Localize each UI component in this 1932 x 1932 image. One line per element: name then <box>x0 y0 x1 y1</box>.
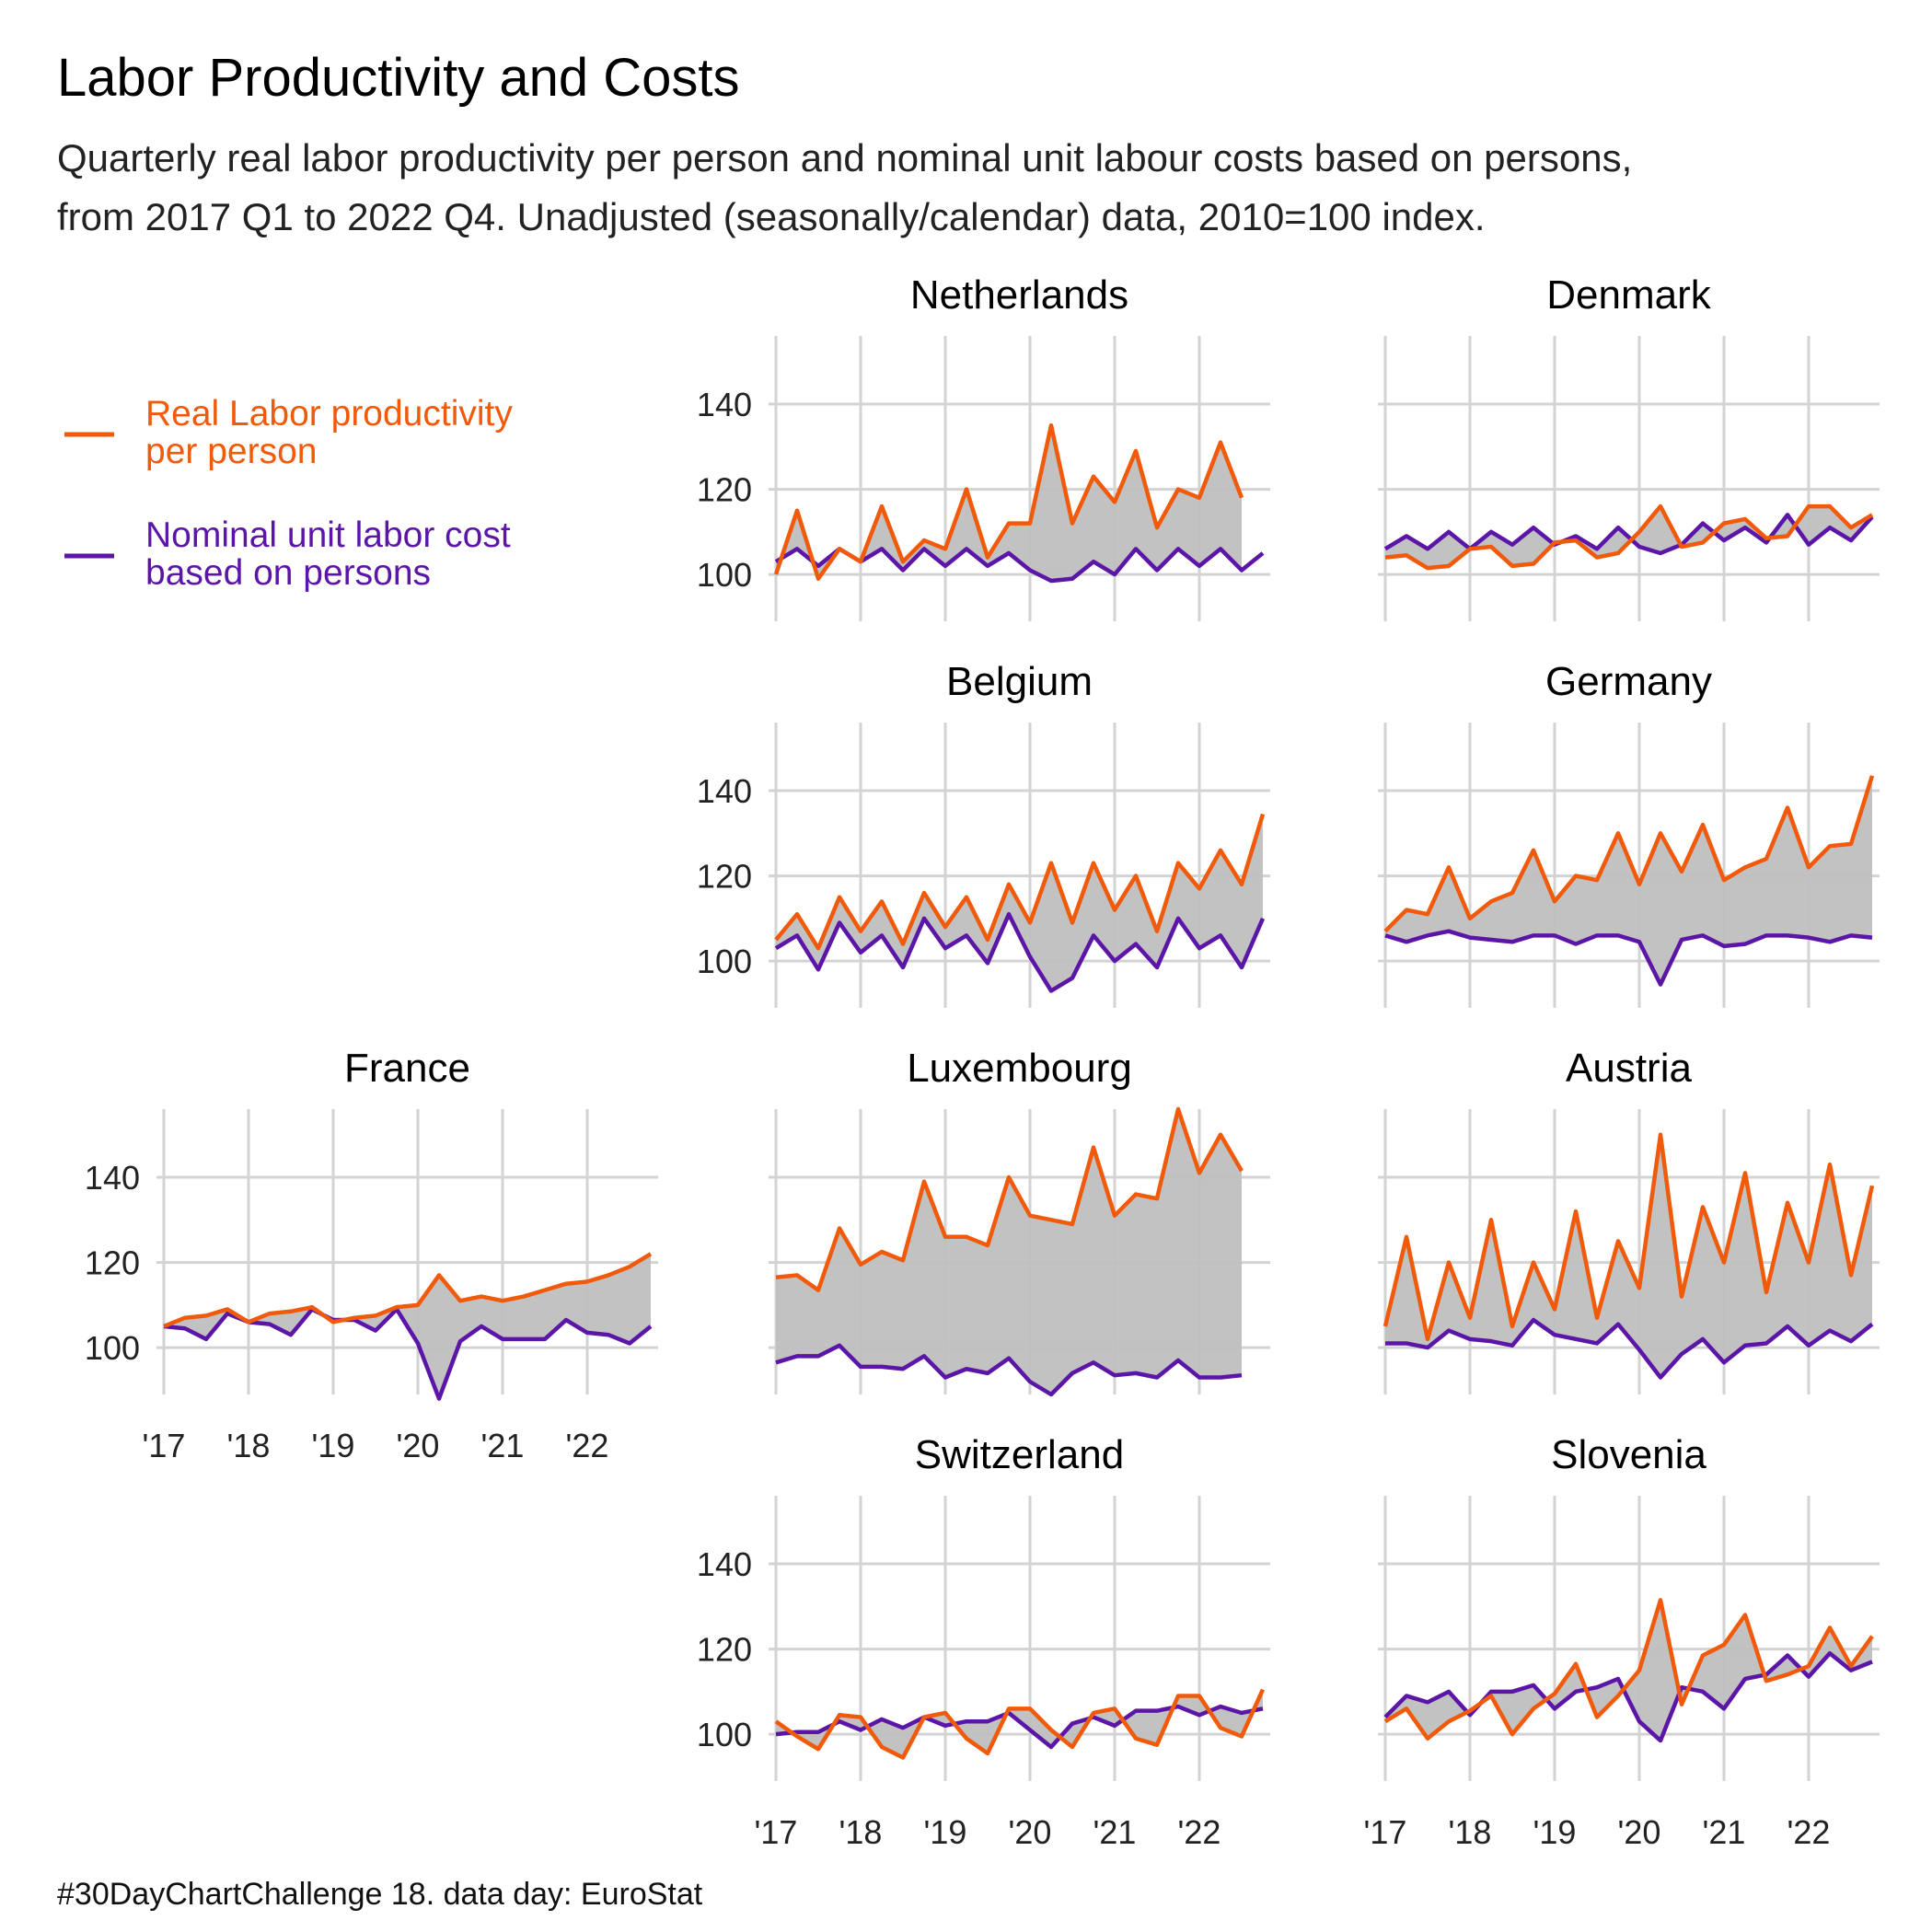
labor-cost-line-denmark <box>1383 513 1874 556</box>
productivity-line-netherlands <box>773 422 1244 581</box>
x-tick-label: '21 <box>1703 1813 1746 1851</box>
x-tick-label: '17 <box>1364 1813 1407 1851</box>
facet-denmark: Denmark <box>1378 272 1880 621</box>
y-tick-label: 120 <box>697 471 752 509</box>
facet-title-switzerland: Switzerland <box>915 1432 1124 1477</box>
facet-title-denmark: Denmark <box>1546 272 1711 318</box>
facet-title-belgium: Belgium <box>946 659 1093 704</box>
chart-subtitle-line-2: from 2017 Q1 to 2022 Q4. Unadjusted (sea… <box>57 195 1486 238</box>
legend-label-productivity-line-1: Real Labor productivity <box>145 394 513 434</box>
y-tick-label: 120 <box>85 1244 140 1282</box>
labor-cost-line-austria <box>1385 1317 1874 1380</box>
x-tick-label: '19 <box>1533 1813 1577 1851</box>
facet-luxembourg: Luxembourg <box>769 1046 1270 1397</box>
gap-area-france <box>164 1254 651 1399</box>
facet-germany: Germany <box>1378 659 1880 1008</box>
x-tick-label: '22 <box>1178 1813 1221 1851</box>
facet-title-luxembourg: Luxembourg <box>907 1046 1132 1091</box>
y-tick-label: 140 <box>697 1545 752 1583</box>
x-tick-label: '17 <box>143 1427 186 1464</box>
facet-belgium: Belgium 100 120 140 <box>697 659 1270 1008</box>
gap-area-germany <box>1385 775 1872 985</box>
productivity-line-slovenia <box>1383 1598 1874 1741</box>
legend-label-labor-cost-line-1: Nominal unit labor cost <box>145 515 511 555</box>
gap-area-netherlands <box>776 425 1242 582</box>
x-tick-label: '21 <box>481 1427 525 1464</box>
productivity-line-france <box>163 1252 653 1329</box>
legend: Real Labor productivity per person Nomin… <box>64 394 513 593</box>
x-tick-label: '18 <box>1449 1813 1492 1851</box>
productivity-line-denmark <box>1384 503 1874 571</box>
gap-area-switzerland <box>776 1689 1263 1758</box>
facet-title-france: France <box>344 1046 470 1091</box>
gap-area-denmark <box>1385 506 1872 569</box>
x-tick-label: '19 <box>312 1427 355 1464</box>
y-tick-label: 120 <box>697 858 752 896</box>
chart-title: Labor Productivity and Costs <box>57 48 739 108</box>
productivity-line-austria <box>1382 1132 1875 1342</box>
facet-title-netherlands: Netherlands <box>910 272 1128 318</box>
labor-cost-line-luxembourg <box>775 1343 1243 1397</box>
y-tick-label: 140 <box>697 772 752 810</box>
facet-slovenia: Slovenia '17 '18 '19 '20 '21 '22 <box>1364 1432 1880 1851</box>
x-tick-label: '20 <box>397 1427 440 1464</box>
facet-title-austria: Austria <box>1566 1046 1692 1091</box>
productivity-line-switzerland <box>774 1688 1266 1760</box>
x-tick-label: '17 <box>755 1813 798 1851</box>
x-tick-label: '21 <box>1093 1813 1137 1851</box>
chart-subtitle-line-1: Quarterly real labor productivity per pe… <box>57 136 1632 179</box>
legend-label-labor-cost-line-2: based on persons <box>145 553 431 593</box>
labor-cost-line-switzerland <box>775 1704 1264 1750</box>
x-tick-label: '20 <box>1009 1813 1052 1851</box>
y-tick-label: 100 <box>85 1329 140 1367</box>
x-tick-label: '19 <box>924 1813 967 1851</box>
x-tick-label: '18 <box>227 1427 271 1464</box>
gap-area-austria <box>1385 1134 1872 1378</box>
y-tick-label: 100 <box>697 943 752 980</box>
y-tick-label: 120 <box>697 1631 752 1669</box>
y-tick-label: 140 <box>85 1159 140 1197</box>
x-tick-label: '18 <box>839 1813 883 1851</box>
facet-panels: Netherlands 100 120 140 Denmark Belgium 100 120… <box>85 272 1880 1851</box>
facet-switzerland: Switzerland 100 120 140 '17 '18 '19 '20 '21 '22 <box>697 1432 1270 1851</box>
y-tick-label: 140 <box>697 386 752 423</box>
facet-title-germany: Germany <box>1545 659 1712 704</box>
productivity-line-luxembourg <box>775 1106 1244 1292</box>
facet-title-slovenia: Slovenia <box>1551 1432 1706 1477</box>
x-tick-label: '22 <box>566 1427 609 1464</box>
y-tick-label: 100 <box>697 556 752 594</box>
chart-caption: #30DayChartChallenge 18. data day: EuroS… <box>57 1877 703 1912</box>
legend-label-productivity-line-2: per person <box>145 432 317 471</box>
labor-cost-line-germany <box>1384 929 1873 987</box>
x-tick-label: '20 <box>1618 1813 1661 1851</box>
y-tick-label: 100 <box>697 1716 752 1753</box>
labor-cost-line-belgium <box>774 911 1266 993</box>
facet-austria: Austria <box>1378 1046 1880 1394</box>
facet-netherlands: Netherlands 100 120 140 <box>697 272 1270 621</box>
productivity-line-germany <box>1383 775 1875 933</box>
gap-area-luxembourg <box>776 1109 1242 1394</box>
labor-cost-line-slovenia <box>1383 1650 1873 1743</box>
productivity-line-belgium <box>774 813 1266 951</box>
x-tick-label: '22 <box>1787 1813 1831 1851</box>
facet-france: France 100 120 140 '17 '18 '19 '20 '21 '22 <box>85 1046 658 1464</box>
gap-area-belgium <box>776 814 1263 991</box>
